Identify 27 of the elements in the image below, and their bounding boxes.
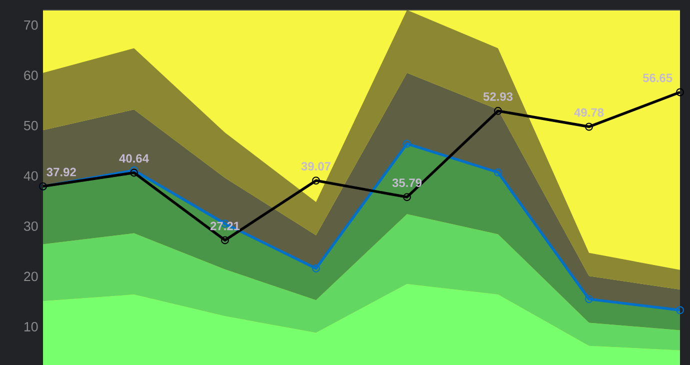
point <box>676 306 684 314</box>
y-tick-label: 20 <box>24 272 38 282</box>
point <box>584 122 593 131</box>
data-label: 56.65 <box>642 74 672 82</box>
point <box>130 168 138 177</box>
data-label: 49.78 <box>574 108 604 117</box>
point <box>312 264 320 272</box>
point <box>402 193 412 202</box>
data-label: 39.07 <box>301 162 330 171</box>
point <box>494 168 502 176</box>
point <box>221 236 229 244</box>
data-label: 52.93 <box>483 92 513 101</box>
data-label: 37.92 <box>46 168 76 176</box>
y-tick-label: 40 <box>24 171 38 181</box>
y-tick-label: 70 <box>24 20 38 30</box>
point <box>402 140 412 148</box>
y-tick-label: 50 <box>24 120 38 130</box>
point <box>494 106 502 115</box>
data-label: 40.64 <box>119 154 149 163</box>
y-tick-label: 10 <box>24 322 38 332</box>
data-label: 35.79 <box>392 178 422 188</box>
y-tick-label: 60 <box>24 70 38 80</box>
point <box>312 176 320 185</box>
point <box>676 88 684 96</box>
point <box>584 295 593 304</box>
y-tick-label: 30 <box>24 221 38 231</box>
point <box>130 166 138 174</box>
